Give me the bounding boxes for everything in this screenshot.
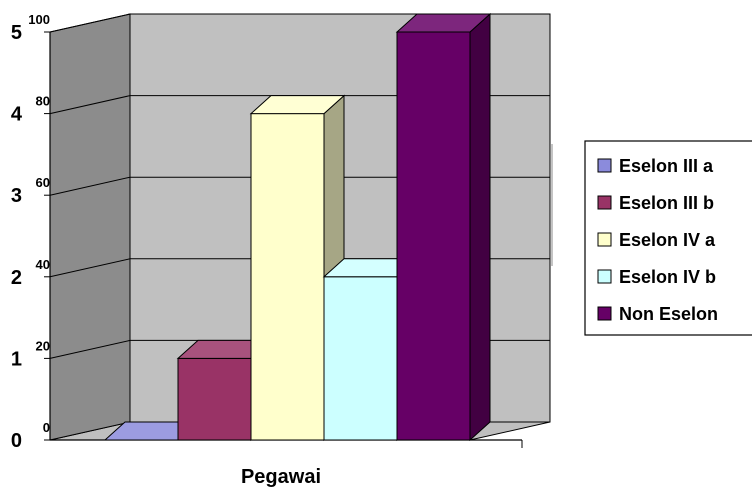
bar (396, 31, 471, 441)
y-tick-label: 3 (11, 185, 22, 207)
legend-swatch (597, 158, 612, 173)
secondary-tick-label: 80 (36, 94, 50, 109)
y-tick-label: 5 (11, 22, 22, 44)
legend-entry: Eselon III a (619, 156, 714, 176)
gridline-side (49, 176, 131, 196)
secondary-tick-label: 100 (28, 12, 50, 27)
bar (250, 113, 325, 441)
legend-entry: Eselon IV b (619, 267, 716, 287)
legend-swatch (597, 232, 612, 247)
bar-top (249, 95, 346, 115)
bar (323, 276, 398, 441)
y-tick-label: 2 (11, 267, 22, 289)
legend-swatch (597, 306, 612, 321)
legend-entry: Eselon III b (619, 193, 714, 213)
gridline-side (49, 95, 131, 115)
legend-entry: Non Eselon (619, 304, 718, 324)
bar (177, 357, 252, 441)
legend-box (584, 140, 752, 336)
secondary-tick-label: 20 (36, 338, 50, 353)
gridline-side (49, 13, 131, 33)
bar-side (469, 12, 491, 442)
x-axis-label: Pegawai (241, 466, 321, 488)
y-tick-label: 4 (11, 104, 23, 126)
secondary-tick-label: 60 (36, 175, 50, 190)
gridline-side (49, 258, 131, 278)
bar-top (395, 13, 492, 33)
secondary-tick-label: 0 (43, 420, 50, 435)
secondary-tick-label: 40 (36, 257, 50, 272)
bar-series (103, 12, 492, 442)
legend-entry: Eselon IV a (619, 230, 716, 250)
secondary-tick-labels: 0 20 40 60 80 100 (28, 12, 50, 435)
legend: Eselon III a Eselon III b Eselon IV a Eselo… (584, 140, 752, 336)
legend-swatch (597, 195, 612, 210)
gridline-side (49, 339, 131, 359)
side-wall (49, 13, 131, 441)
legend-swatch (597, 269, 612, 284)
y-tick-label: 1 (11, 348, 22, 370)
bar-group (395, 12, 492, 442)
y-tick-labels: 0 1 2 3 4 5 (11, 22, 50, 452)
y-tick-label: 0 (11, 430, 22, 452)
